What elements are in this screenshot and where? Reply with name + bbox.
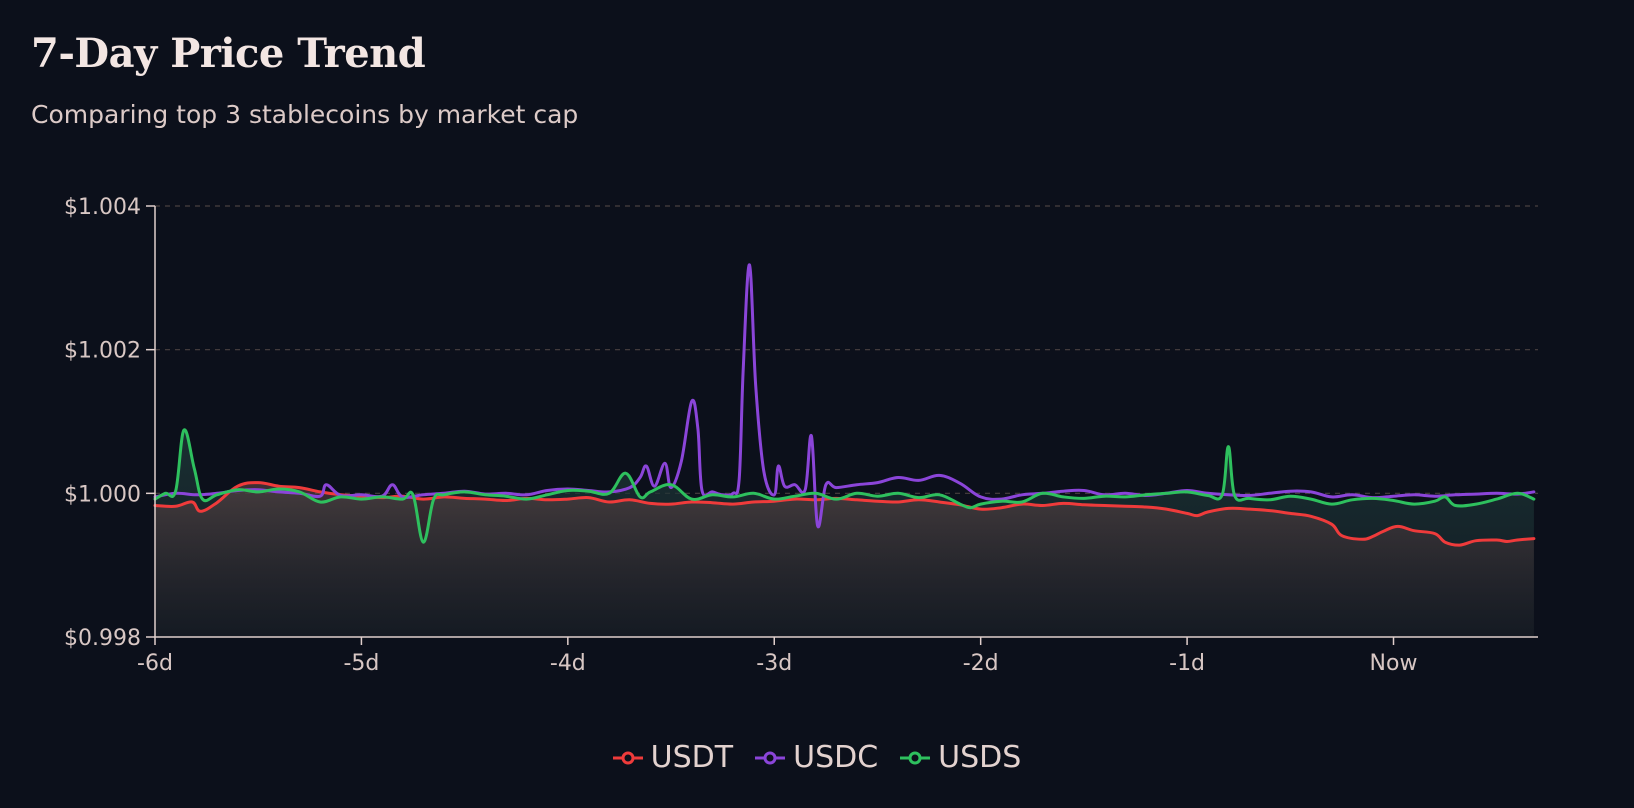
- x-tick-label: -3d: [756, 651, 792, 676]
- legend-marker-usds: [900, 751, 931, 764]
- chart-title: 7-Day Price Trend: [31, 30, 426, 77]
- legend-marker-usdt: [612, 751, 643, 764]
- x-tick-label: -4d: [550, 651, 586, 676]
- x-tick-label: Now: [1370, 651, 1418, 676]
- chart-subtitle: Comparing top 3 stablecoins by market ca…: [31, 100, 579, 129]
- legend-marker-usdc: [755, 751, 786, 764]
- y-tick-label: $0.998: [64, 626, 141, 651]
- legend-item-usdc[interactable]: USDC: [755, 740, 878, 775]
- series-lines: [153, 263, 1536, 547]
- x-tick-label: -2d: [963, 651, 999, 676]
- legend: USDT USDC USDS: [0, 740, 1634, 775]
- legend-label-usdc: USDC: [793, 740, 879, 775]
- y-tick-label: $1.000: [64, 482, 141, 507]
- grid-lines: [155, 205, 1538, 494]
- legend-item-usds[interactable]: USDS: [900, 740, 1021, 775]
- price-trend-chart: $0.998 $1.000 $1.002 $1.004 -6d -5d -4d -3d -2d -…: [64, 195, 1538, 676]
- axes: $0.998 $1.000 $1.002 $1.004 -6d -5d -4d -3d -2d -…: [64, 195, 1538, 676]
- series-line-usdc[interactable]: [153, 263, 1536, 529]
- x-tick-label: -1d: [1169, 651, 1205, 676]
- legend-item-usdt[interactable]: USDT: [612, 740, 734, 775]
- legend-label-usds: USDS: [938, 740, 1022, 775]
- y-tick-label: $1.004: [64, 195, 141, 220]
- x-tick-label: -5d: [343, 651, 379, 676]
- area-usdt: [155, 482, 1534, 637]
- legend-label-usdt: USDT: [650, 740, 734, 775]
- series-line-usds[interactable]: [153, 428, 1536, 544]
- area-fills: [155, 429, 1534, 637]
- y-tick-label: $1.002: [64, 339, 141, 364]
- x-tick-label: -6d: [137, 651, 173, 676]
